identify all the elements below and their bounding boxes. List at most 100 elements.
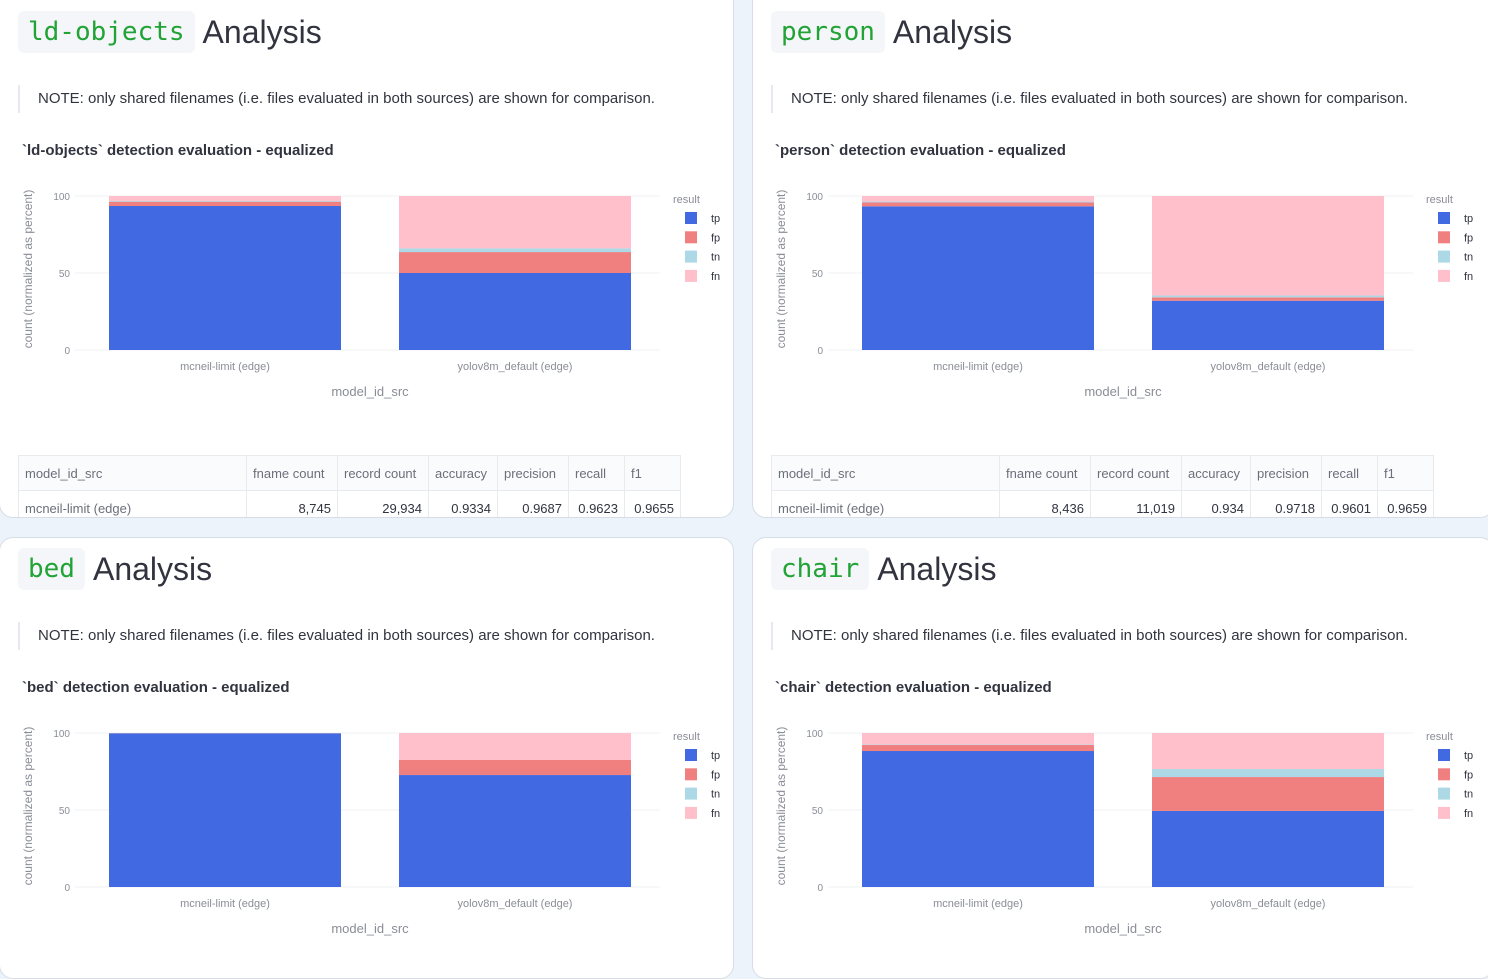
bar-segment-fp[interactable] [399, 760, 631, 775]
bar-segment-tp[interactable] [109, 733, 341, 887]
bar-segment-tp[interactable] [1152, 811, 1384, 887]
column-header[interactable]: precision [1251, 456, 1322, 491]
column-header[interactable]: record count [1091, 456, 1182, 491]
legend-swatch-fp[interactable] [1438, 231, 1450, 243]
y-tick-label: 100 [806, 192, 823, 203]
table-cell: mcneil-limit (edge) [772, 491, 1000, 519]
table-cell: 0.9623 [569, 491, 625, 519]
legend-label[interactable]: fp [1464, 232, 1473, 244]
bar-segment-tp[interactable] [862, 751, 1094, 887]
legend-label[interactable]: fp [711, 769, 720, 781]
bar-segment-fn[interactable] [1152, 196, 1384, 295]
bar-segment-fp[interactable] [862, 202, 1094, 206]
legend-swatch-tp[interactable] [685, 212, 697, 224]
legend-label[interactable]: tp [1464, 750, 1473, 762]
x-axis-title: model_id_src [331, 921, 409, 936]
legend-swatch-fn[interactable] [1438, 807, 1450, 819]
legend-swatch-fn[interactable] [1438, 270, 1450, 282]
bar-segment-tp[interactable] [399, 775, 631, 887]
analysis-title: Analysis [877, 551, 996, 588]
column-header[interactable]: recall [1322, 456, 1378, 491]
bar-segment-tp[interactable] [399, 273, 631, 350]
column-header[interactable]: model_id_src [19, 456, 247, 491]
x-tick-label: mcneil-limit (edge) [933, 898, 1023, 910]
panel-heading: person Analysis [771, 11, 1012, 53]
bar-segment-tn[interactable] [1152, 769, 1384, 777]
bar-segment-fn[interactable] [109, 196, 341, 201]
panel-heading: chair Analysis [771, 548, 996, 590]
y-tick-label: 50 [812, 806, 824, 817]
bar-segment-tn[interactable] [1152, 295, 1384, 297]
legend-swatch-fp[interactable] [685, 768, 697, 780]
legend-title: result [1426, 194, 1453, 206]
legend-swatch-tn[interactable] [1438, 788, 1450, 800]
column-header[interactable]: record count [338, 456, 429, 491]
bar-segment-fn[interactable] [399, 196, 631, 248]
chart-title: `ld-objects` detection evaluation - equa… [22, 142, 334, 159]
bar-segment-fp[interactable] [109, 202, 341, 206]
bar-segment-fn[interactable] [862, 196, 1094, 202]
legend-label[interactable]: tp [1464, 213, 1473, 225]
legend-swatch-tp[interactable] [1438, 212, 1450, 224]
analysis-panel-ld-objects: ld-objects Analysis NOTE: only shared fi… [0, 0, 734, 518]
legend-label[interactable]: fn [1464, 271, 1473, 283]
legend-swatch-fn[interactable] [685, 807, 697, 819]
bar-segment-fp[interactable] [1152, 777, 1384, 811]
y-tick-label: 0 [817, 346, 823, 357]
bar-segment-tn[interactable] [862, 202, 1094, 203]
analysis-panel-bed: bed Analysis NOTE: only shared filenames… [0, 537, 734, 979]
legend-label[interactable]: fn [711, 271, 720, 283]
legend-swatch-tn[interactable] [685, 251, 697, 263]
bar-segment-tn[interactable] [109, 201, 341, 202]
legend-label[interactable]: tn [1464, 789, 1473, 801]
column-header[interactable]: accuracy [1182, 456, 1251, 491]
legend-swatch-tp[interactable] [685, 749, 697, 761]
category-code-tag: chair [771, 548, 869, 590]
column-header[interactable]: recall [569, 456, 625, 491]
legend-label[interactable]: fp [1464, 769, 1473, 781]
bar-segment-tp[interactable] [1152, 301, 1384, 350]
bar-segment-tn[interactable] [399, 248, 631, 252]
legend-swatch-tp[interactable] [1438, 749, 1450, 761]
shared-filenames-note: NOTE: only shared filenames (i.e. files … [771, 85, 1408, 113]
column-header[interactable]: accuracy [429, 456, 498, 491]
column-header[interactable]: f1 [625, 456, 681, 491]
column-header[interactable]: fname count [1000, 456, 1091, 491]
bar-segment-fn[interactable] [862, 733, 1094, 745]
legend-label[interactable]: tp [711, 750, 720, 762]
legend-label[interactable]: tn [711, 252, 720, 264]
legend-swatch-fp[interactable] [685, 231, 697, 243]
bar-segment-fn[interactable] [1152, 733, 1384, 769]
x-tick-label: mcneil-limit (edge) [180, 361, 270, 373]
table-cell: 11,019 [1091, 491, 1182, 519]
legend-swatch-fp[interactable] [1438, 768, 1450, 780]
legend-label[interactable]: fp [711, 232, 720, 244]
legend-label[interactable]: tn [1464, 252, 1473, 264]
legend-swatch-tn[interactable] [685, 788, 697, 800]
legend-label[interactable]: fn [1464, 808, 1473, 820]
column-header[interactable]: fname count [247, 456, 338, 491]
legend-label[interactable]: tn [711, 789, 720, 801]
column-header[interactable]: precision [498, 456, 569, 491]
bar-segment-tp[interactable] [109, 206, 341, 350]
column-header[interactable]: model_id_src [772, 456, 1000, 491]
x-axis-title: model_id_src [1084, 384, 1162, 399]
table-cell: 0.9655 [625, 491, 681, 519]
legend-swatch-fn[interactable] [685, 270, 697, 282]
bar-segment-fp[interactable] [1152, 297, 1384, 300]
bar-segment-fp[interactable] [862, 745, 1094, 751]
legend-swatch-tn[interactable] [1438, 251, 1450, 263]
bar-segment-fn[interactable] [399, 733, 631, 760]
bar-segment-tp[interactable] [862, 206, 1094, 350]
column-header[interactable]: f1 [1378, 456, 1434, 491]
legend-label[interactable]: fn [711, 808, 720, 820]
table-cell: 0.9718 [1251, 491, 1322, 519]
table-cell: 8,745 [247, 491, 338, 519]
panel-heading: ld-objects Analysis [18, 11, 322, 53]
shared-filenames-note: NOTE: only shared filenames (i.e. files … [771, 622, 1408, 650]
legend-label[interactable]: tp [711, 213, 720, 225]
bar-segment-fp[interactable] [399, 252, 631, 273]
